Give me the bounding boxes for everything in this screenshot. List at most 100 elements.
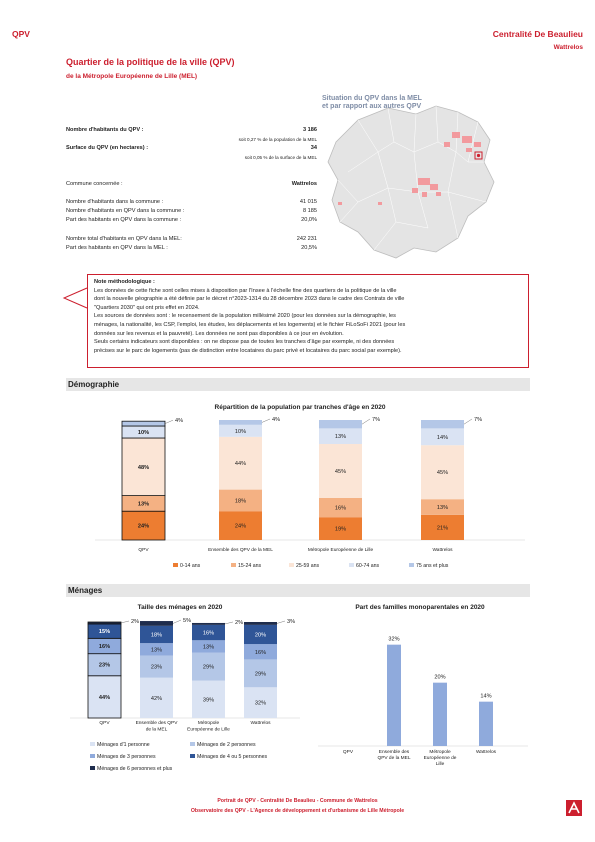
category-label: QPV [99,720,110,726]
bar [479,701,493,746]
category-label: Ensemble des QPV [136,720,179,726]
bar-segment [140,621,173,626]
bar-segment [192,624,225,641]
data-label: 2% [131,619,139,625]
legend-swatch [90,742,95,746]
legend-swatch [173,563,178,567]
agency-logo-icon [566,800,582,816]
pop-value: 3 186 [303,127,317,133]
bar-segment [421,445,464,500]
page-title: Quartier de la politique de la ville (QP… [66,57,235,67]
legend-label: 0-14 ans [180,563,201,569]
bar-segment [219,420,262,425]
data-label: 45% [437,470,448,476]
commune-value: Wattrelos [291,181,317,187]
bar-segment [192,640,225,653]
bar-segment [192,680,225,718]
data-label: 10% [235,429,246,435]
data-label: 10% [138,430,149,436]
bar-segment [140,655,173,678]
note-line: "Quartiers 2030" qui ont pris effet en 2… [94,304,200,311]
bar-segment [121,510,166,541]
age-chart: 24% 13% 48% 10% 4% QPV 24% 18% 44% 10% 4% Ensemble … [95,417,525,569]
row2-1-value: 20,5% [301,245,317,251]
category-label: Ensemble des [379,749,410,755]
data-label: 29% [203,665,214,671]
data-label: 44% [235,461,246,467]
bar [387,644,401,746]
category-label: Lille [436,761,445,767]
legend-swatch [90,754,95,758]
data-label: 29% [255,671,266,677]
legend-swatch [190,754,195,758]
data-label: 13% [335,434,346,440]
legend-swatch [190,742,195,746]
bar-segment [319,498,362,518]
bar-segment [421,514,464,540]
commune-label: Commune concernée : [66,181,123,187]
row1-2-label: Part des habitants en QPV dans la commun… [66,217,182,223]
bar-segment [319,444,362,498]
bar-segment [140,677,173,718]
data-label: 21% [437,525,448,531]
header-quartier-name: Centralité De Beaulieu [492,29,583,39]
bar-segment [319,428,362,444]
legend-swatch [409,563,414,567]
mono-chart-title: Part des familles monoparentales en 2020 [355,604,485,611]
data-label: 4% [175,418,183,424]
legend-label: Ménages de 2 personnes [197,742,256,748]
note-pointer [62,287,89,309]
data-label: 4% [272,417,280,423]
note-line: Les données de cette fiche sont celles m… [94,287,397,294]
category-label: Wattrelos [476,749,497,755]
data-label: 13% [138,501,149,507]
category-label: Métropole [429,749,451,755]
bar-segment [421,499,464,515]
bar-segment [87,621,122,625]
category-label: QPV [343,749,354,755]
bar-segment [121,437,166,496]
bar-segment [244,622,277,625]
data-label: 2% [235,620,243,626]
bar-segment [244,644,277,660]
legend-swatch [90,766,95,770]
note-line: Les sources de données sont : le recense… [94,313,396,320]
bar-segment [244,624,277,645]
bar-segment [319,517,362,540]
bar-segment [219,436,262,490]
row1-0-value: 41 015 [299,199,317,205]
pop-label: Nombre d'habitants du QPV : [66,127,144,133]
row2-0-value: 242 231 [296,236,317,242]
section-demographie: Démographie [66,378,530,391]
bar [433,682,447,746]
data-label: 13% [203,644,214,650]
bar-segment [244,659,277,688]
footer-line2: Observatoire des QPV - L'Agence de dével… [190,808,405,814]
legend-label: Ménages de 4 ou 5 personnes [197,754,267,760]
map-title-1: Situation du QPV dans la MEL [322,95,423,102]
data-label: 24% [235,524,246,530]
category-label: Européenne de Lille [187,727,230,733]
row1-2-value: 20,0% [301,217,317,223]
row2-0-label: Nombre total d'habitants en QPV dans la … [66,236,182,242]
note-line: précises sur le parc de logements (pas d… [94,347,402,354]
label-leader-line [120,620,130,624]
header-commune: Wattrelos [553,44,583,51]
legend-label: Ménages d'1 personne [97,742,150,748]
category-label: QPV [138,547,149,553]
age-chart-title: Répartition de la population par tranche… [214,404,386,411]
category-label: Métropole Européenne de Lille [308,547,374,553]
menages-chart-title: Taille des ménages en 2020 [137,604,223,611]
data-label: 44% [99,695,110,701]
data-label: 18% [151,632,162,638]
bar-segment [421,428,464,446]
data-label: 16% [99,644,110,650]
data-label: 3% [287,619,295,625]
bar-segment [421,420,464,429]
menages-chart: 44% 23% 16% 15% 2% QPV 42% 23% 13% 18% 5% Ensemble … [70,618,300,772]
note-line: données sur les revenus et la pauvreté).… [94,330,344,337]
data-label: 14% [437,435,448,441]
category-label: Métropole [198,720,220,726]
legend-label: 15-24 ans [238,563,261,569]
data-label: 15% [99,629,110,635]
